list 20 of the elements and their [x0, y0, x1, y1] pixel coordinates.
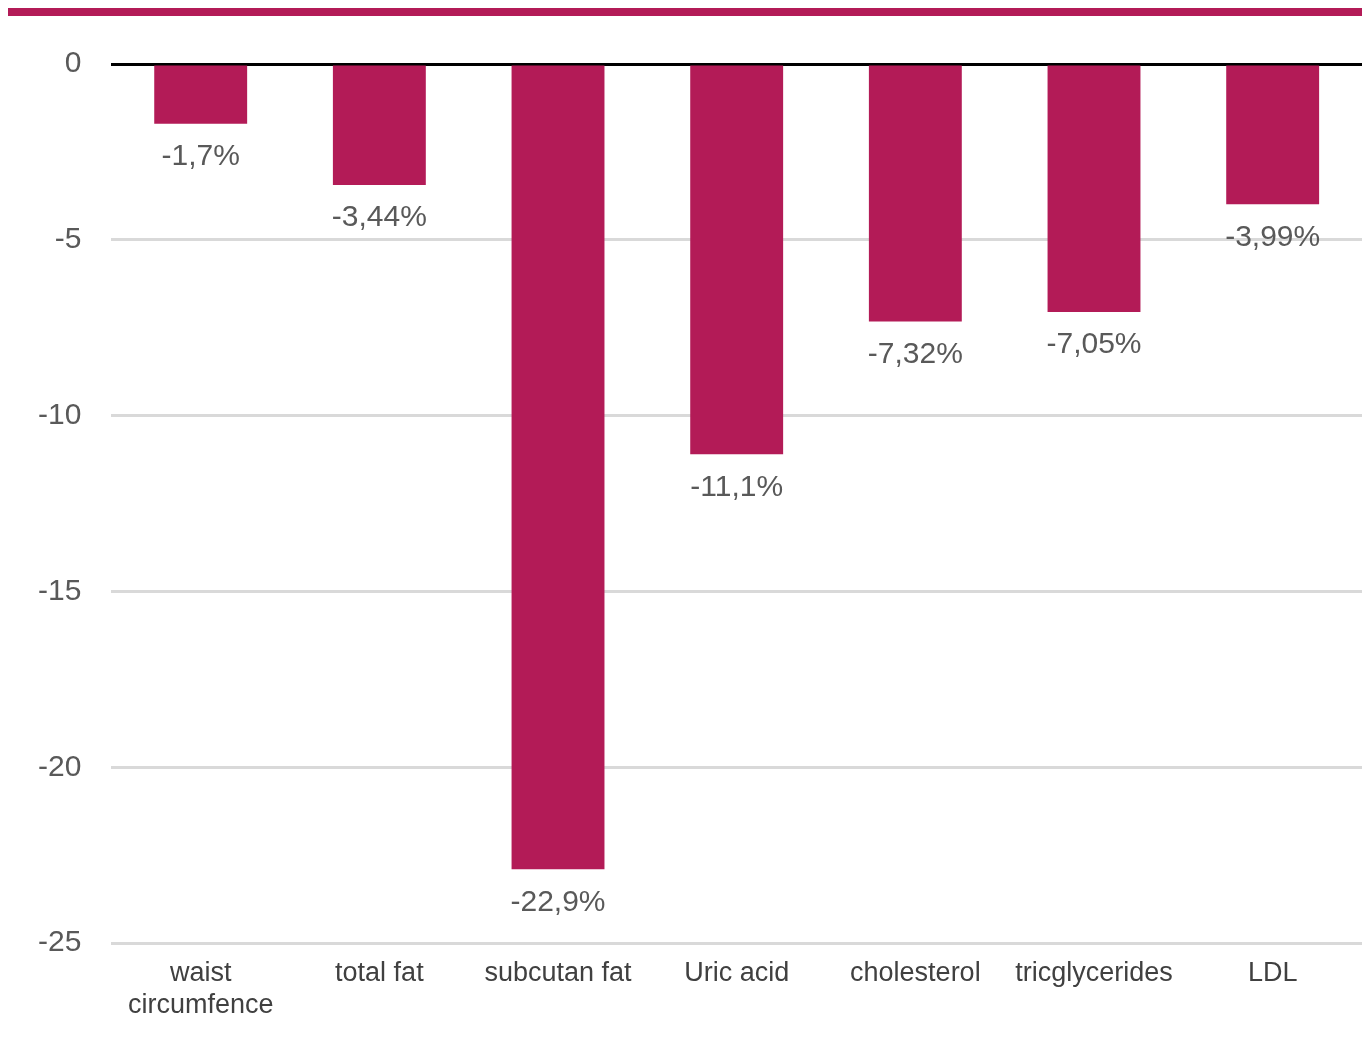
- y-tick-label: -15: [38, 572, 82, 606]
- data-label: -3,99%: [1225, 218, 1321, 252]
- y-tick-label: -10: [38, 396, 82, 430]
- y-tick-label: -20: [38, 748, 82, 782]
- x-tick-label: LDL: [1247, 956, 1298, 987]
- data-label: -7,05%: [1046, 326, 1142, 360]
- data-label: -7,32%: [867, 335, 963, 369]
- data-label: -1,7%: [161, 138, 240, 172]
- y-tick-label: -5: [54, 221, 82, 255]
- data-label: -3,44%: [331, 199, 427, 233]
- x-tick-label: total fat: [335, 956, 425, 987]
- x-tick-label: cholesterol: [850, 956, 981, 987]
- data-label: -11,1%: [690, 468, 784, 502]
- x-tick-label: Uric acid: [684, 956, 790, 987]
- x-tick-label: waist circumfence: [127, 956, 274, 1020]
- x-tick-label: tricglycerides: [1015, 956, 1173, 987]
- y-tick-label: -25: [38, 924, 82, 958]
- data-label: -22,9%: [510, 883, 606, 917]
- x-tick-label: subcutan fat: [484, 956, 633, 987]
- y-tick-label: 0: [64, 45, 82, 79]
